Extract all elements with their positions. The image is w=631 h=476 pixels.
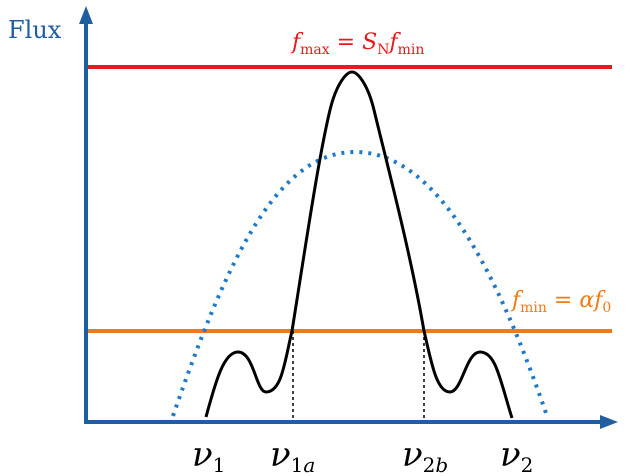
y-axis-arrow-icon [79,6,93,24]
y-axis-label: Flux [8,16,62,44]
nu2-label: ν2 [500,435,533,476]
nu2b-label: ν2b [402,435,448,476]
x-axis-arrow-icon [600,415,618,429]
nu1-label: ν1 [192,435,225,476]
fmin-label: fmin = αf0 [510,288,611,316]
solid-spectrum-curve [204,70,514,419]
dotted-envelope-curve [171,149,549,417]
fmax-label: fmax = SNfmin [290,30,424,58]
nu1a-label: ν1a [270,435,315,476]
